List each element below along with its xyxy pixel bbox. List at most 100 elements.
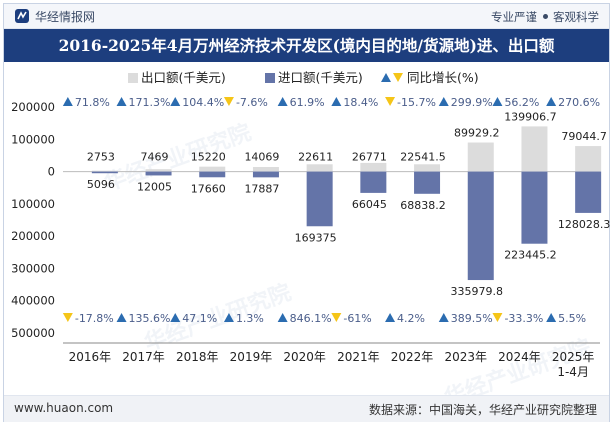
import-growth-arrow-up bbox=[223, 313, 234, 322]
import-value-label: 12005 bbox=[137, 180, 172, 193]
export-value-label: 89929.2 bbox=[454, 127, 500, 140]
export-bar bbox=[575, 146, 602, 172]
export-growth-arrow-up bbox=[170, 97, 181, 106]
y-tick-label: 200000 bbox=[11, 229, 55, 243]
brand-name: 华经情报网 bbox=[35, 9, 96, 24]
y-tick-label: 300000 bbox=[11, 261, 55, 275]
export-growth-arrow-up bbox=[62, 97, 73, 106]
export-value-label: 22611 bbox=[298, 151, 333, 164]
export-growth-label: 270.6% bbox=[558, 96, 600, 109]
export-value-label: 2753 bbox=[87, 151, 115, 164]
export-value-label: 22541.5 bbox=[400, 151, 446, 164]
export-growth-arrow-up bbox=[438, 97, 449, 106]
export-bar bbox=[306, 164, 333, 172]
import-growth-arrow-up bbox=[277, 313, 288, 322]
import-bar bbox=[360, 171, 387, 193]
y-tick-label: 100000 bbox=[11, 197, 55, 211]
chart-frame bbox=[3, 3, 610, 422]
export-growth-label: 299.9% bbox=[451, 96, 493, 109]
tagline: 专业严谨 客观科学 bbox=[491, 9, 599, 25]
export-value-label: 14069 bbox=[244, 151, 279, 164]
y-tick-label: 200000 bbox=[11, 100, 55, 114]
export-bar bbox=[467, 142, 494, 172]
export-bar bbox=[199, 166, 226, 172]
legend-swatch-export bbox=[128, 73, 138, 83]
import-growth-arrow-up bbox=[438, 313, 449, 322]
import-bar bbox=[91, 171, 118, 174]
export-bar bbox=[91, 170, 118, 172]
import-growth-label: 135.6% bbox=[129, 312, 171, 325]
import-bar bbox=[306, 171, 333, 227]
legend-export-label: 出口额(千美元) bbox=[141, 70, 226, 85]
import-value-label: 17887 bbox=[244, 182, 279, 195]
export-growth-arrow-down bbox=[385, 97, 396, 106]
footer: www.huaon.com 数据来源：中国海关，华经产业研究院整理 bbox=[4, 395, 609, 422]
export-value-label: 7469 bbox=[141, 151, 169, 164]
x-tick-label: 2021年 bbox=[337, 350, 380, 364]
import-growth-label: 389.5% bbox=[451, 312, 493, 325]
import-bar bbox=[521, 171, 548, 244]
import-value-label: 17660 bbox=[191, 182, 226, 195]
export-value-label: 26771 bbox=[352, 151, 387, 164]
import-value-label: 5096 bbox=[87, 178, 115, 191]
import-bar bbox=[199, 171, 226, 178]
export-bar bbox=[360, 162, 387, 172]
export-bar bbox=[414, 164, 441, 172]
import-value-label: 68838.2 bbox=[400, 199, 446, 212]
import-growth-label: -61% bbox=[343, 312, 371, 325]
huaon-logo-icon bbox=[15, 9, 29, 23]
export-bar bbox=[145, 169, 172, 172]
export-growth-arrow-up bbox=[277, 97, 288, 106]
website-link[interactable]: www.huaon.com bbox=[14, 401, 114, 415]
import-value-label: 169375 bbox=[295, 231, 337, 244]
brand-logo[interactable]: 华经情报网 bbox=[14, 8, 95, 24]
import-bar bbox=[145, 171, 172, 176]
import-growth-label: -17.8% bbox=[75, 312, 114, 325]
export-growth-arrow-up bbox=[331, 97, 342, 106]
import-bar bbox=[252, 171, 279, 178]
y-tick-label: 400000 bbox=[11, 294, 55, 308]
import-growth-label: -33.3% bbox=[504, 312, 543, 325]
y-tick-label: 100000 bbox=[11, 132, 55, 146]
import-growth-label: 4.2% bbox=[397, 312, 425, 325]
export-growth-label: 71.8% bbox=[75, 96, 110, 109]
legend-down-arrow bbox=[393, 73, 403, 82]
export-growth-label: 56.2% bbox=[504, 96, 539, 109]
export-growth-label: -15.7% bbox=[397, 96, 436, 109]
export-value-label: 15220 bbox=[191, 151, 226, 164]
export-value-label: 139906.7 bbox=[504, 110, 557, 123]
tagline-left: 专业严谨 bbox=[491, 10, 537, 24]
import-growth-arrow-up bbox=[116, 313, 127, 322]
legend-up-arrow bbox=[381, 73, 391, 82]
import-growth-arrow-down bbox=[62, 313, 73, 322]
x-tick-label: 2016年 bbox=[69, 350, 112, 364]
export-growth-label: -7.6% bbox=[236, 96, 268, 109]
import-growth-arrow-down bbox=[331, 313, 342, 322]
import-growth-arrow-up bbox=[170, 313, 181, 322]
x-tick-label: 2019年 bbox=[230, 350, 273, 364]
import-value-label: 66045 bbox=[352, 198, 387, 211]
x-tick-label: 1-4月 bbox=[557, 365, 589, 379]
import-value-label: 223445.2 bbox=[504, 249, 557, 262]
import-growth-label: 846.1% bbox=[290, 312, 332, 325]
tagline-right: 客观科学 bbox=[553, 10, 599, 24]
import-value-label: 128028.3 bbox=[558, 218, 611, 231]
legend-import-label: 进口额(千美元) bbox=[278, 70, 363, 85]
export-growth-arrow-up bbox=[116, 97, 127, 106]
import-growth-label: 47.1% bbox=[182, 312, 217, 325]
export-growth-label: 171.3% bbox=[129, 96, 171, 109]
export-growth-arrow-up bbox=[492, 97, 503, 106]
x-tick-label: 2023年 bbox=[444, 350, 487, 364]
export-growth-label: 61.9% bbox=[290, 96, 325, 109]
export-bar bbox=[521, 126, 548, 172]
export-growth-label: 18.4% bbox=[343, 96, 378, 109]
y-tick-label: 500000 bbox=[11, 326, 55, 340]
import-bar bbox=[467, 171, 494, 281]
import-growth-arrow-up bbox=[546, 313, 557, 322]
top-bar: 华经情报网 专业严谨 客观科学 bbox=[4, 4, 609, 29]
y-tick-label: 0 bbox=[48, 165, 55, 179]
x-tick-label: 2024年 bbox=[498, 350, 541, 364]
legend-swatch-import bbox=[265, 73, 275, 83]
x-tick-label: 2025年 bbox=[552, 350, 595, 364]
